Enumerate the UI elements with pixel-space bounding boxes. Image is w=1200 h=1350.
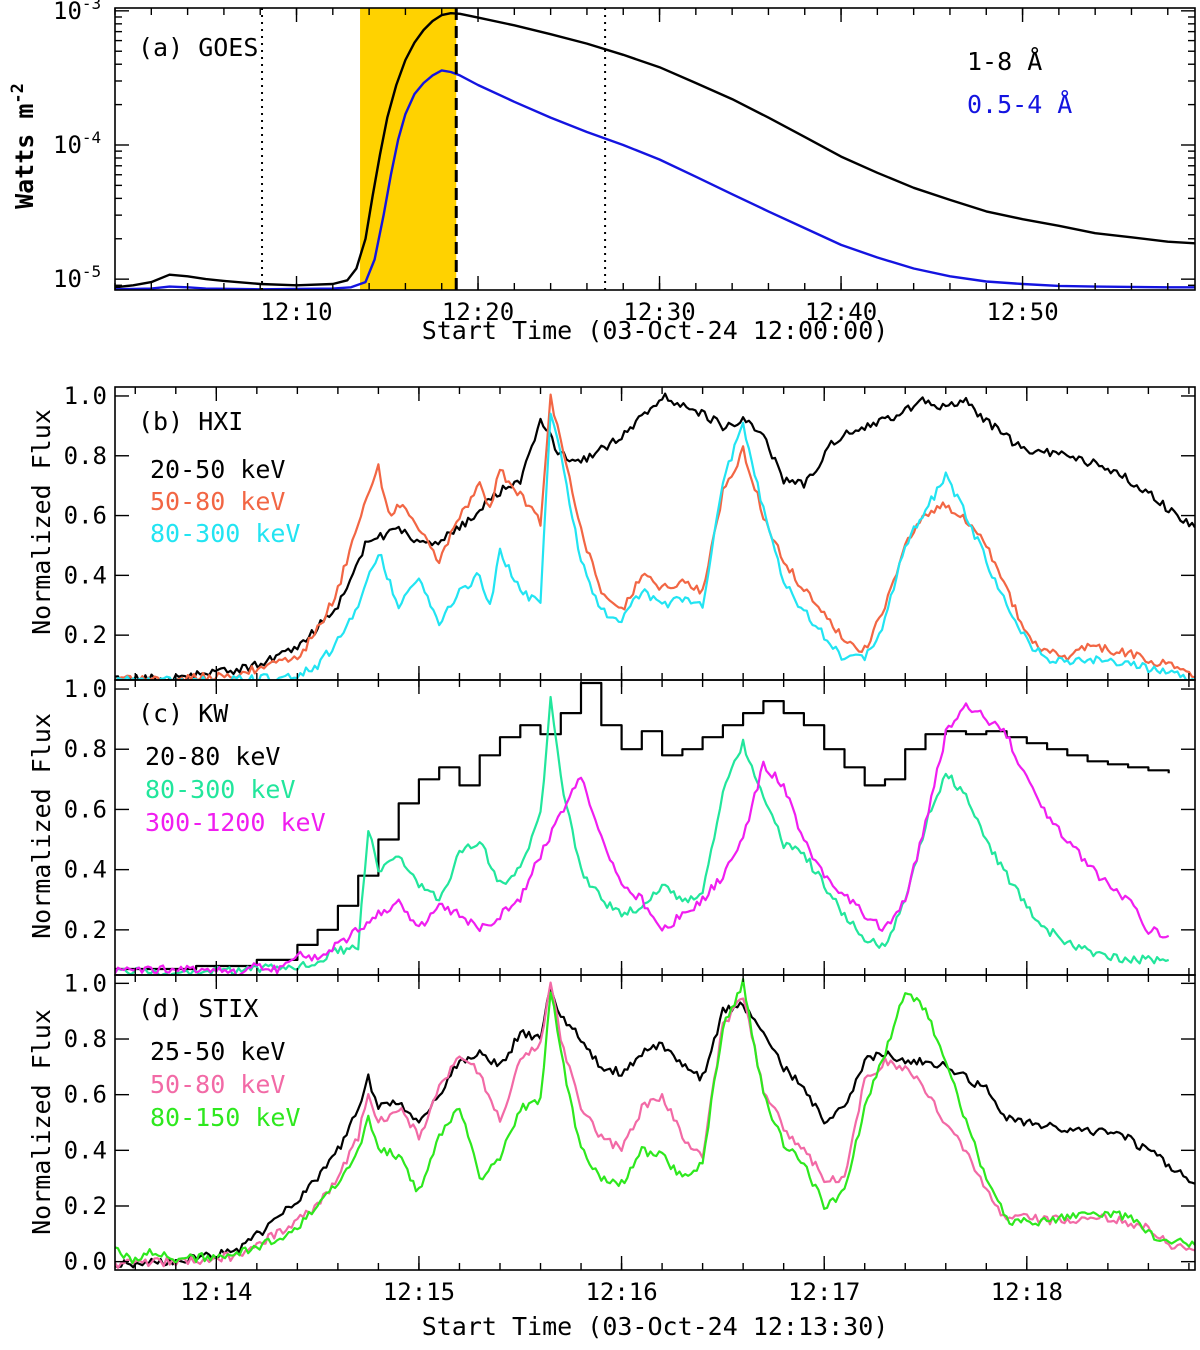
y-tick-label: 0.4 — [64, 561, 107, 589]
goes-series-1-8- — [115, 12, 1195, 289]
x-tick-label: 12:50 — [986, 298, 1058, 326]
kw-series-300-1200-kev — [115, 702, 1170, 975]
y-tick-label: 0.2 — [64, 916, 107, 944]
stix-plot-frame — [114, 974, 1196, 1271]
y-tick-label: 0.8 — [64, 1025, 107, 1053]
stix-ticks: 0.0 0.2 0.4 0.6 0.8 1.0 12:14 12:15 12:16 12:17 12… — [64, 969, 1195, 1306]
stix-series-25-50-kev — [115, 986, 1195, 1269]
goes-series — [115, 12, 1195, 290]
panel-hxi: 0.2 0.4 0.6 0.8 1.0 (b) HXI 20-50 keV 50-80 … — [27, 382, 1196, 681]
kw-series-80-300-kev — [115, 695, 1170, 975]
stix-legend-25-50keV: 25-50 keV — [150, 1037, 285, 1066]
goes-x-axis-title: Start Time (03-Oct-24 12:00:00) — [422, 316, 889, 345]
x-tick-label: 12:18 — [991, 1278, 1063, 1306]
hxi-y-axis-title: Normalized Flux — [27, 409, 56, 635]
goes-reference-lines — [261, 8, 607, 290]
y-tick-label: 10-4 — [53, 128, 101, 159]
y-tick-label: 0.6 — [64, 1081, 107, 1109]
hxi-series-50-80-kev — [115, 393, 1195, 680]
kw-series-20-80-kev — [115, 681, 1170, 971]
goes-legend-1-8A: 1-8 Å — [967, 47, 1042, 76]
kw-legend-300-1200keV: 300-1200 keV — [145, 808, 326, 837]
panel-stix: 0.0 0.2 0.4 0.6 0.8 1.0 12:14 12:15 12:16 12:17 12… — [27, 969, 1196, 1341]
stix-series-80-150-kev — [115, 977, 1195, 1265]
y-tick-label: 1.0 — [64, 382, 107, 410]
goes-series-0-5-4- — [115, 69, 1195, 290]
hxi-legend-20-50keV: 20-50 keV — [150, 455, 285, 484]
y-tick-label: 0.8 — [64, 442, 107, 470]
y-tick-label: 1.0 — [64, 969, 107, 997]
y-tick-label: 0.2 — [64, 621, 107, 649]
y-tick-label: 0.6 — [64, 795, 107, 823]
y-tick-label: 1.0 — [64, 675, 107, 703]
hxi-legend-80-300keV: 80-300 keV — [150, 519, 301, 548]
x-tick-label: 12:17 — [788, 1278, 860, 1306]
y-tick-label: 0.6 — [64, 502, 107, 530]
y-tick-label: 0.2 — [64, 1192, 107, 1220]
x-tick-label: 12:20 — [442, 298, 514, 326]
x-tick-label: 12:15 — [383, 1278, 455, 1306]
stix-x-axis-title: Start Time (03-Oct-24 12:13:30) — [422, 1312, 889, 1341]
hxi-series-20-50-kev — [115, 392, 1195, 680]
y-tick-label: 10-3 — [53, 0, 101, 25]
x-tick-label: 12:40 — [805, 298, 877, 326]
goes-legend-0.5-4A: 0.5-4 Å — [967, 90, 1072, 119]
kw-ticks: 0.2 0.4 0.6 0.8 1.0 — [64, 675, 1195, 975]
kw-panel-title: (c) KW — [138, 699, 229, 728]
kw-legend-20-80keV: 20-80 keV — [145, 742, 280, 771]
stix-legend-50-80keV: 50-80 keV — [150, 1070, 285, 1099]
y-tick-label: 0.8 — [64, 735, 107, 763]
y-tick-label: 0.0 — [64, 1248, 107, 1276]
x-tick-label: 12:10 — [260, 298, 332, 326]
stix-series-50-80-kev — [115, 981, 1195, 1269]
x-tick-label: 12:14 — [180, 1278, 252, 1306]
kw-legend-80-300keV: 80-300 keV — [145, 775, 296, 804]
goes-y-axis-title: Watts m-2 — [8, 83, 39, 209]
stix-y-axis-title: Normalized Flux — [27, 1009, 56, 1235]
goes-panel-title: (a) GOES — [138, 33, 258, 62]
x-tick-label: 12:30 — [623, 298, 695, 326]
goes-plot-frame — [114, 7, 1196, 291]
hxi-series-80-300-kev — [115, 412, 1195, 680]
highlight-band — [360, 8, 457, 290]
hxi-series — [115, 392, 1195, 680]
stix-panel-title: (d) STIX — [138, 994, 258, 1023]
y-tick-label: 10-5 — [53, 262, 101, 293]
hxi-legend-50-80keV: 50-80 keV — [150, 487, 285, 516]
x-tick-label: 12:16 — [585, 1278, 657, 1306]
stix-legend-80-150keV: 80-150 keV — [150, 1103, 301, 1132]
hxi-ticks: 0.2 0.4 0.6 0.8 1.0 — [64, 382, 1195, 680]
hxi-panel-title: (b) HXI — [138, 407, 243, 436]
y-tick-label: 0.4 — [64, 856, 107, 884]
panel-kw: 0.2 0.4 0.6 0.8 1.0 (c) KW 20-80 keV 80-300 … — [27, 675, 1196, 976]
panel-goes: 10-5 10-4 10-3 12:10 12:20 12:30 12:40 12:50 (a… — [8, 0, 1196, 345]
y-tick-label: 0.4 — [64, 1136, 107, 1164]
stix-series — [115, 977, 1195, 1269]
goes-ticks: 10-5 10-4 10-3 12:10 12:20 12:30 12:40 12:50 — [53, 0, 1195, 326]
kw-series — [115, 681, 1170, 975]
kw-y-axis-title: Normalized Flux — [27, 713, 56, 939]
